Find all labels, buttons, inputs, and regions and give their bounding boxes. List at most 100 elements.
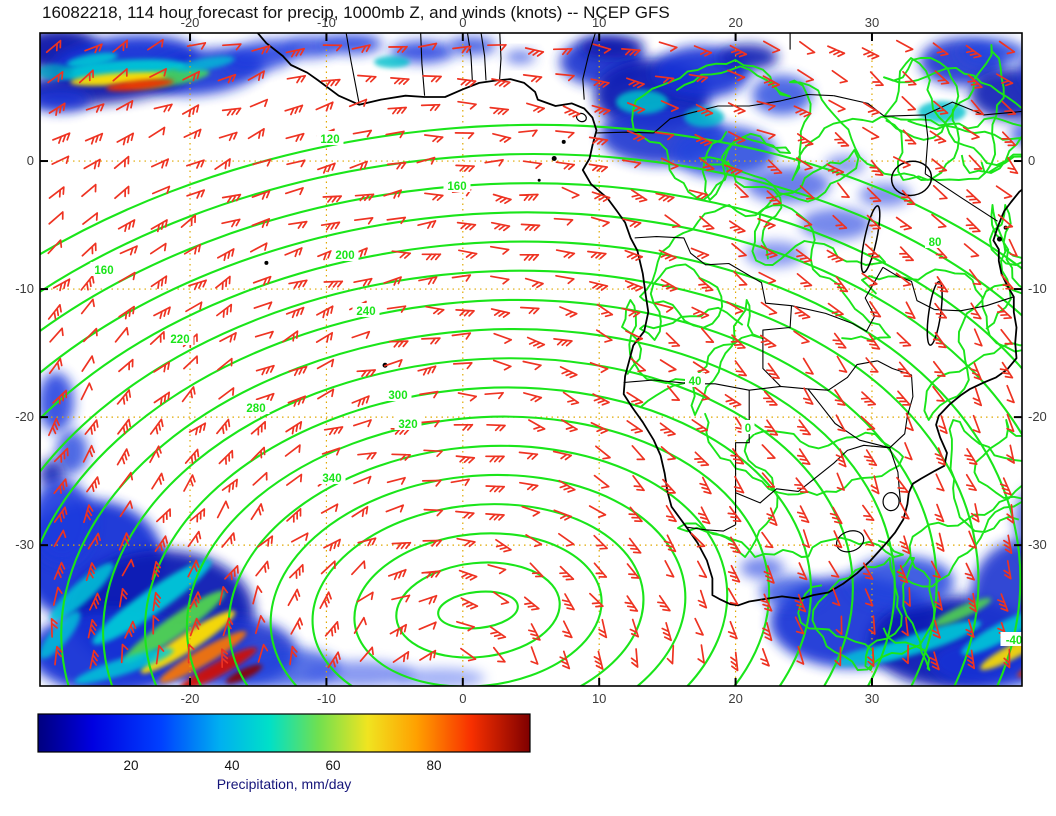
wind-barb xyxy=(997,214,1014,229)
wind-barb xyxy=(492,591,510,605)
wind-barb xyxy=(492,132,512,143)
wind-barb xyxy=(559,650,571,670)
wind-barb xyxy=(520,223,541,232)
wind-barb xyxy=(834,389,846,406)
wind-barb xyxy=(221,478,238,493)
wind-barb xyxy=(181,386,196,403)
wind-barb xyxy=(150,275,168,290)
wind-barb xyxy=(827,45,846,58)
wind-barb xyxy=(765,362,780,380)
height-contour-terrain xyxy=(897,419,1022,588)
wind-barb xyxy=(659,359,677,373)
contour-label: 200 xyxy=(335,250,354,262)
wind-barb xyxy=(767,159,783,175)
wind-barb xyxy=(902,70,917,86)
wind-barb xyxy=(421,479,442,487)
contour-label-mask xyxy=(318,470,346,484)
wind-barb xyxy=(525,534,543,548)
wind-barb xyxy=(383,189,403,199)
wind-barb xyxy=(892,156,911,169)
wind-barb xyxy=(694,133,713,147)
wind-barb xyxy=(489,625,507,640)
wind-barb xyxy=(523,392,543,403)
wind-barb xyxy=(152,614,160,635)
wind-barb xyxy=(83,158,101,170)
wind-barb xyxy=(87,619,98,639)
colorbar-tick-40: 40 xyxy=(224,758,239,773)
wind-barb xyxy=(1006,504,1015,524)
wind-barb xyxy=(598,618,608,639)
wind-barb xyxy=(460,647,477,662)
africa-coastline xyxy=(256,33,1022,607)
wind-barb xyxy=(89,649,99,670)
wind-barb xyxy=(82,327,98,343)
wind-barb xyxy=(734,183,749,198)
precip-blob xyxy=(122,590,226,664)
wind-barb xyxy=(660,100,679,112)
wind-barb xyxy=(284,247,303,258)
wind-barb xyxy=(288,279,308,289)
wind-barb xyxy=(562,391,580,406)
wind-barb xyxy=(183,243,202,255)
small-island xyxy=(537,178,541,182)
height-contour-terrain xyxy=(677,412,904,558)
wind-barb xyxy=(629,618,640,638)
small-island xyxy=(561,139,566,144)
wind-barb xyxy=(562,620,573,639)
wind-barb xyxy=(724,393,742,408)
wind-barb xyxy=(458,249,478,259)
wind-barb xyxy=(518,451,539,460)
wind-barb xyxy=(82,212,99,225)
y-axis-label-right: 0 xyxy=(1028,153,1035,168)
wind-barb xyxy=(621,159,642,169)
wind-barb xyxy=(766,190,782,205)
contour-label: 120 xyxy=(320,134,339,146)
wind-barb xyxy=(665,505,677,523)
wind-barb xyxy=(52,278,71,292)
wind-barb xyxy=(252,275,272,286)
wind-barb xyxy=(761,472,776,488)
wind-barb xyxy=(901,644,909,665)
contour-label-mask xyxy=(443,178,471,192)
wind-barb xyxy=(250,420,266,436)
wind-barb xyxy=(526,102,546,113)
x-axis-label-top: 0 xyxy=(459,15,466,30)
wind-barb xyxy=(519,193,539,202)
contour-label-mask xyxy=(331,247,359,261)
wind-barb xyxy=(495,538,512,553)
wind-barb xyxy=(386,161,407,170)
wind-barb xyxy=(591,104,611,116)
wind-barb xyxy=(216,303,233,318)
wind-barb xyxy=(356,591,374,603)
wind-barb xyxy=(555,130,575,139)
precip-blob xyxy=(50,562,114,622)
wind-barb xyxy=(83,504,94,524)
wind-barb xyxy=(561,186,580,199)
height-contour-terrain xyxy=(631,59,791,201)
contour-label: 340 xyxy=(322,473,341,485)
wind-barb xyxy=(289,563,304,579)
wind-barb xyxy=(836,355,848,373)
wind-barb xyxy=(896,390,911,406)
wind-barb xyxy=(727,620,738,640)
wind-barb xyxy=(997,593,1009,612)
wind-barb xyxy=(80,298,95,315)
precip-blob xyxy=(980,634,1022,670)
wind-barb xyxy=(834,276,849,293)
wind-barb xyxy=(624,280,644,292)
wind-barb xyxy=(795,157,813,171)
wind-barb xyxy=(86,476,100,493)
wind-barb xyxy=(218,449,234,465)
wind-barb xyxy=(320,503,339,514)
wind-barb xyxy=(867,647,875,667)
wind-barb xyxy=(723,164,743,176)
wind-barb xyxy=(492,193,512,205)
wind-barb xyxy=(391,250,412,259)
wind-barb xyxy=(323,280,344,288)
wind-barb xyxy=(285,421,303,435)
wind-barb xyxy=(625,330,644,343)
wind-barb xyxy=(730,651,739,672)
wind-barb xyxy=(112,39,128,53)
wind-barb xyxy=(315,101,334,112)
